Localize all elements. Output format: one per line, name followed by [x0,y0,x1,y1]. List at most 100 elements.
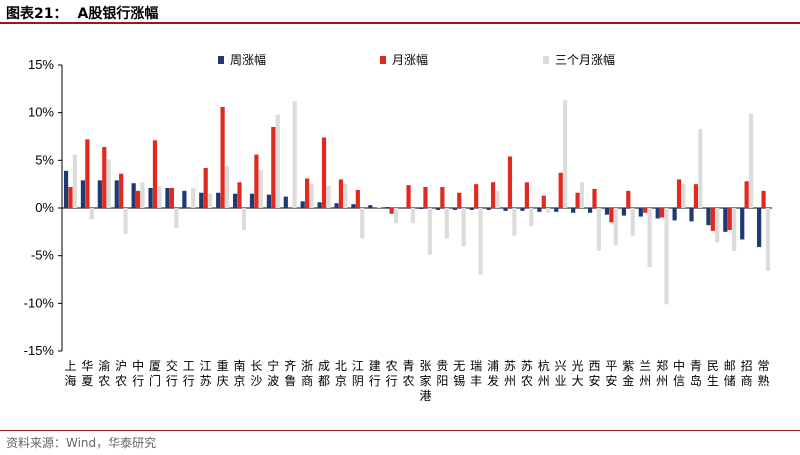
bar-week [385,207,390,208]
bar-month [558,172,563,208]
bar-week [689,208,694,222]
x-tick-label: 工行 [183,359,195,388]
bar-quarter [765,208,771,271]
bar-month [609,208,614,223]
bar-quarter [174,208,179,229]
bar-month [626,190,631,208]
bar-month [592,188,597,208]
bar-week [334,203,339,208]
bar-week [317,202,322,208]
bar-month [676,179,682,208]
bar-quarter [748,113,754,208]
bar-quarter [563,100,568,208]
footer-rule [0,430,800,431]
y-tick-label: 5% [35,152,54,167]
bar-month [490,182,496,208]
bar-week [655,208,660,219]
bar-quarter [191,187,196,208]
x-tick-label: 浦发 [487,359,499,388]
bar-month [727,208,732,230]
bar-week [503,208,508,211]
legend-label: 周涨幅 [230,52,266,67]
bar-week [283,196,288,208]
x-tick-label: 成都 [318,359,330,388]
chart-title: 图表21： A股银行涨幅 [6,3,158,23]
x-tick-label: 西安 [588,359,600,388]
bar-quarter [444,208,449,239]
bar-quarter [461,208,466,247]
bar-week [131,183,136,208]
bar-quarter [241,208,247,230]
bar-month [457,192,462,208]
bar-week [723,208,728,232]
x-tick-label: 长沙 [250,359,262,388]
x-tick-label: 杭州 [538,358,550,388]
bar-month [355,189,360,208]
bar-week [520,208,525,211]
bar-chart: -15% -10% -5% 0% 5% 10% 15% 上海华夏渝农沪农中行厦门交行工行江苏重… [24,52,772,403]
bar-month [237,182,242,208]
bar-month [338,179,344,208]
bar-week [114,180,119,208]
bar-month [660,208,665,218]
bar-month [524,182,529,208]
bar-week [80,180,86,208]
y-tick-label: -5% [31,248,55,263]
legend-swatch [543,56,549,64]
bar-quarter [157,186,162,208]
x-tick-label: 北京 [335,359,347,388]
bar-week [554,208,559,212]
bar-week [486,208,491,210]
x-tick-label: 兴业 [555,359,567,388]
figure-title: A股银行涨幅 [77,6,159,22]
x-tick-label: 中信 [673,358,685,388]
bar-quarter [292,101,297,208]
bar-week [757,208,762,248]
figure-number: 图表21： [6,6,68,22]
bar-month [575,192,580,208]
bar-quarter [579,182,585,208]
x-tick-label: 交行 [166,358,178,388]
bar-week [621,208,626,216]
bar-quarter [106,159,111,208]
bar-month [389,208,394,214]
bar-quarter [681,184,686,208]
bar-month [220,106,225,208]
bar-week [740,208,745,240]
bar-week [266,194,271,208]
x-tick-label: 兰州 [639,359,651,388]
bar-month [203,167,208,208]
bar-month [761,190,766,208]
bar-quarter [478,208,483,275]
bar-week [452,208,457,210]
x-tick-label: 郑州 [656,358,668,388]
bar-week [232,193,238,208]
bar-quarter [208,193,213,208]
bar-month [271,126,276,208]
x-tick-label: 中行 [132,358,144,388]
x-tick-label: 齐鲁 [284,358,296,388]
bar-month [541,195,546,208]
bar-month [85,139,90,208]
bar-week [587,208,593,213]
x-tick-label: 渝农 [98,358,110,388]
x-tick-label: 江苏 [200,359,212,388]
bar-week [182,190,187,208]
bar-quarter [377,207,382,208]
source-note: 资料来源：Wind，华泰研究 [6,436,157,450]
bar-quarter [630,208,635,236]
bar-quarter [647,208,652,268]
bar-quarter [427,208,432,255]
bar-week [368,205,373,208]
x-tick-label: 重庆 [217,359,229,388]
bar-week [165,187,170,208]
header-rule [0,22,800,24]
bar-month [474,184,479,208]
bar-month [693,184,699,208]
x-tick-label: 无锡 [453,359,465,388]
bar-quarter [393,208,399,224]
y-tick-label: 0% [35,200,54,215]
bar-month [102,146,107,208]
x-tick-label: 苏州 [504,359,516,388]
bar-month [169,187,174,208]
